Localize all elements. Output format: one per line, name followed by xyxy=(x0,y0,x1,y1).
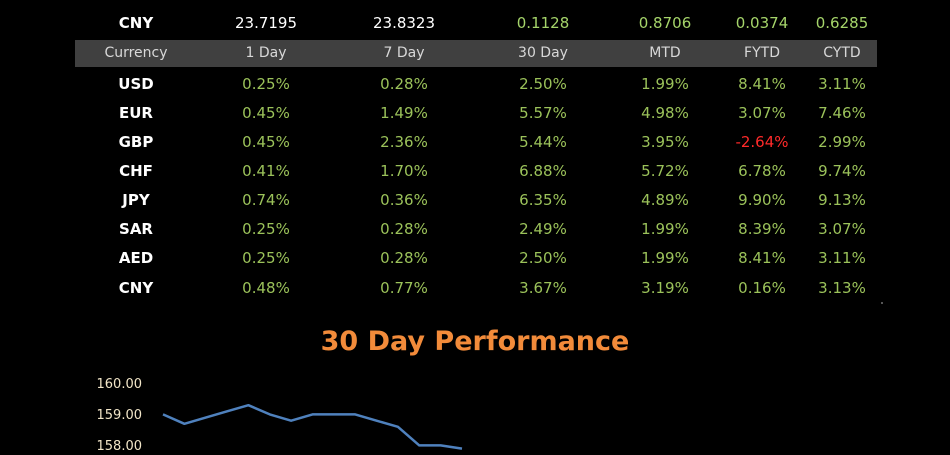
column-header-1-day: 1 Day xyxy=(245,45,287,61)
cell-value: 6.78% xyxy=(738,162,786,180)
cell-value: 8.39% xyxy=(738,220,786,238)
cell-value: 0.28% xyxy=(380,75,428,93)
cell-value: 0.28% xyxy=(380,220,428,238)
row-currency: AED xyxy=(118,249,154,267)
cell-value-negative: -2.64% xyxy=(735,133,789,151)
row-currency: CNY xyxy=(118,279,154,297)
summary-value: 23.8323 xyxy=(372,14,436,32)
table-row: CHF 0.41% 1.70% 6.88% 5.72% 6.78% 9.74% xyxy=(75,157,877,186)
cell-value: 6.35% xyxy=(519,191,567,209)
summary-value: 0.6285 xyxy=(815,14,869,32)
cell-value: 7.46% xyxy=(818,104,866,122)
cell-value: 0.36% xyxy=(380,191,428,209)
cell-value: 9.90% xyxy=(738,191,786,209)
column-header-7-day: 7 Day xyxy=(383,45,425,61)
summary-currency: CNY xyxy=(118,14,154,32)
cell-value: 0.74% xyxy=(242,191,290,209)
cell-value: 0.25% xyxy=(242,249,290,267)
cell-value: 3.07% xyxy=(818,220,866,238)
cell-value: 0.48% xyxy=(242,279,290,297)
cell-value: 8.41% xyxy=(738,249,786,267)
cell-value: 5.57% xyxy=(519,104,567,122)
cell-value: 9.13% xyxy=(818,191,866,209)
column-header-mtd: MTD xyxy=(649,45,681,61)
table-row: EUR 0.45% 1.49% 5.57% 4.98% 3.07% 7.46% xyxy=(75,99,877,128)
cell-value: 3.11% xyxy=(818,75,866,93)
summary-row: CNY 23.7195 23.8323 0.1128 0.8706 0.0374… xyxy=(75,9,877,38)
cell-value: 0.41% xyxy=(242,162,290,180)
summary-value: 0.0374 xyxy=(735,14,789,32)
row-currency: SAR xyxy=(119,220,153,238)
table-row: GBP 0.45% 2.36% 5.44% 3.95% -2.64% 2.99% xyxy=(75,128,877,157)
column-header-fytd: FYTD xyxy=(744,45,780,61)
summary-value: 0.1128 xyxy=(516,14,570,32)
cell-value: 1.99% xyxy=(641,249,689,267)
row-currency: USD xyxy=(118,75,154,93)
table-row: CNY 0.48% 0.77% 3.67% 3.19% 0.16% 3.13% xyxy=(75,274,877,303)
cell-value: 2.49% xyxy=(519,220,567,238)
cell-value: 2.50% xyxy=(519,249,567,267)
cell-value: 9.74% xyxy=(818,162,866,180)
column-header-currency: Currency xyxy=(104,45,168,61)
cell-value: 1.49% xyxy=(380,104,428,122)
table-header: Currency 1 Day 7 Day 30 Day MTD FYTD CYT… xyxy=(75,40,877,67)
table-row: AED 0.25% 0.28% 2.50% 1.99% 8.41% 3.11% xyxy=(75,244,877,273)
cell-value: 0.77% xyxy=(380,279,428,297)
cell-value: 0.45% xyxy=(242,133,290,151)
cell-value: 8.41% xyxy=(738,75,786,93)
cell-value: 3.67% xyxy=(519,279,567,297)
cell-value: 1.70% xyxy=(380,162,428,180)
cell-value: 0.45% xyxy=(242,104,290,122)
cell-value: 3.19% xyxy=(641,279,689,297)
cell-value: 3.13% xyxy=(818,279,866,297)
column-header-30-day: 30 Day xyxy=(518,45,568,61)
row-currency: EUR xyxy=(119,104,153,122)
summary-value: 23.7195 xyxy=(234,14,298,32)
cell-value: 0.25% xyxy=(242,220,290,238)
cell-value: 4.89% xyxy=(641,191,689,209)
table-row: JPY 0.74% 0.36% 6.35% 4.89% 9.90% 9.13% xyxy=(75,186,877,215)
cell-value: 1.99% xyxy=(641,75,689,93)
row-currency: JPY xyxy=(122,191,150,209)
cell-value: 1.99% xyxy=(641,220,689,238)
table-row: USD 0.25% 0.28% 2.50% 1.99% 8.41% 3.11% xyxy=(75,70,877,99)
cell-value: 2.99% xyxy=(818,133,866,151)
row-currency: CHF xyxy=(119,162,153,180)
cell-value: 3.95% xyxy=(641,133,689,151)
cell-value: 0.16% xyxy=(738,279,786,297)
cell-value: 2.50% xyxy=(519,75,567,93)
y-tick-label: 159.00 xyxy=(96,408,143,423)
cell-value: 2.36% xyxy=(380,133,428,151)
cell-value: 5.44% xyxy=(519,133,567,151)
chart-title: 30 Day Performance xyxy=(320,326,630,357)
row-currency: GBP xyxy=(118,133,154,151)
cell-value: 5.72% xyxy=(641,162,689,180)
series-line xyxy=(162,403,463,450)
summary-value: 0.8706 xyxy=(638,14,692,32)
cell-value: 0.28% xyxy=(380,249,428,267)
divider-dot xyxy=(881,302,883,304)
column-header-cytd: CYTD xyxy=(823,45,861,61)
cell-value: 0.25% xyxy=(242,75,290,93)
cell-value: 4.98% xyxy=(641,104,689,122)
cell-value: 6.88% xyxy=(519,162,567,180)
table-row: SAR 0.25% 0.28% 2.49% 1.99% 8.39% 3.07% xyxy=(75,215,877,244)
cell-value: 3.11% xyxy=(818,249,866,267)
y-tick-label: 160.00 xyxy=(96,377,143,392)
cell-value: 3.07% xyxy=(738,104,786,122)
